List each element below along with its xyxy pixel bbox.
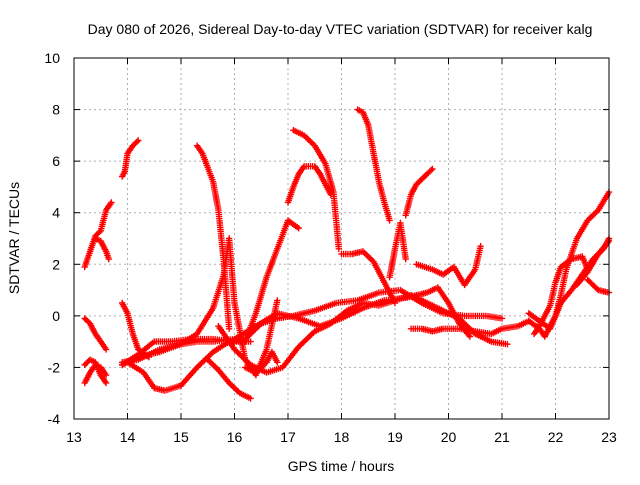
y-tick-label: 0 — [52, 308, 60, 324]
series-arc-18 — [284, 163, 334, 206]
series-marks — [290, 127, 342, 252]
series-arc-22 — [386, 219, 409, 281]
y-tick-label: 2 — [52, 256, 60, 272]
series-arc-29 — [573, 237, 613, 289]
x-tick-label: 16 — [227, 429, 243, 445]
series-marks — [119, 137, 142, 180]
grid-layer — [74, 58, 609, 419]
x-tick-label: 20 — [441, 429, 457, 445]
series-marks — [284, 163, 334, 206]
series-arc-21 — [354, 106, 393, 224]
series-arc-14 — [204, 356, 254, 402]
x-tick-label: 14 — [120, 429, 136, 445]
series-marks — [573, 237, 613, 289]
x-axis-label: GPS time / hours — [288, 458, 395, 474]
y-tick-label: -4 — [48, 411, 61, 427]
series-marks — [407, 317, 532, 338]
series-arc-7 — [119, 299, 153, 361]
series-arc-30 — [584, 276, 613, 296]
x-tick-label: 23 — [601, 429, 617, 445]
series-arc-5 — [81, 356, 110, 387]
series-arc-6 — [119, 137, 142, 180]
series-marks — [584, 276, 613, 296]
series-marks — [338, 248, 399, 307]
plot-frame — [73, 57, 610, 420]
x-tick-label: 13 — [66, 429, 82, 445]
series-marks — [413, 243, 484, 289]
series-marks — [242, 348, 281, 376]
x-tick-label: 22 — [548, 429, 564, 445]
data-layer — [81, 106, 613, 402]
series-arc-13 — [193, 142, 233, 332]
series-arc-11 — [124, 359, 185, 394]
series-arc-16 — [242, 348, 281, 376]
y-tick-label: 6 — [52, 153, 60, 169]
y-tick-label: 4 — [52, 205, 60, 221]
series-arc-28 — [530, 253, 591, 338]
series-arc-19 — [290, 127, 342, 252]
y-tick-label: -2 — [48, 359, 61, 375]
y-axis-label: SDTVAR / TECUs — [6, 182, 22, 294]
chart-title: Day 080 of 2026, Sidereal Day-to-day VTE… — [88, 21, 593, 37]
series-marks — [124, 359, 185, 394]
series-arc-23 — [402, 165, 436, 219]
series-arc-25 — [413, 243, 484, 289]
series-marks — [402, 165, 436, 219]
x-tick-label: 18 — [334, 429, 350, 445]
x-tick-label: 21 — [494, 429, 510, 445]
x-tick-label: 19 — [387, 429, 403, 445]
series-arc-2 — [92, 235, 112, 263]
series-marks — [81, 356, 110, 387]
series-marks — [354, 106, 393, 224]
series-marks — [242, 217, 302, 345]
series-arc-24 — [407, 317, 532, 338]
series-marks — [530, 253, 591, 338]
series-marks — [81, 315, 110, 353]
series-marks — [193, 142, 233, 332]
series-arc-3 — [81, 315, 110, 353]
series-arc-20 — [338, 248, 399, 307]
series-marks — [204, 356, 254, 402]
axes-layer: 13 14 15 16 17 18 19 20 21 22 23 -4 -2 0 2 4 6 8 10 — [44, 50, 617, 445]
series-marks — [92, 235, 112, 263]
series-arc-17 — [242, 217, 302, 345]
series-marks — [119, 299, 153, 361]
x-tick-label: 17 — [280, 429, 296, 445]
series-marks — [386, 219, 409, 281]
x-tick-label: 15 — [173, 429, 189, 445]
y-tick-label: 10 — [44, 50, 60, 66]
y-tick-label: 8 — [52, 102, 60, 118]
